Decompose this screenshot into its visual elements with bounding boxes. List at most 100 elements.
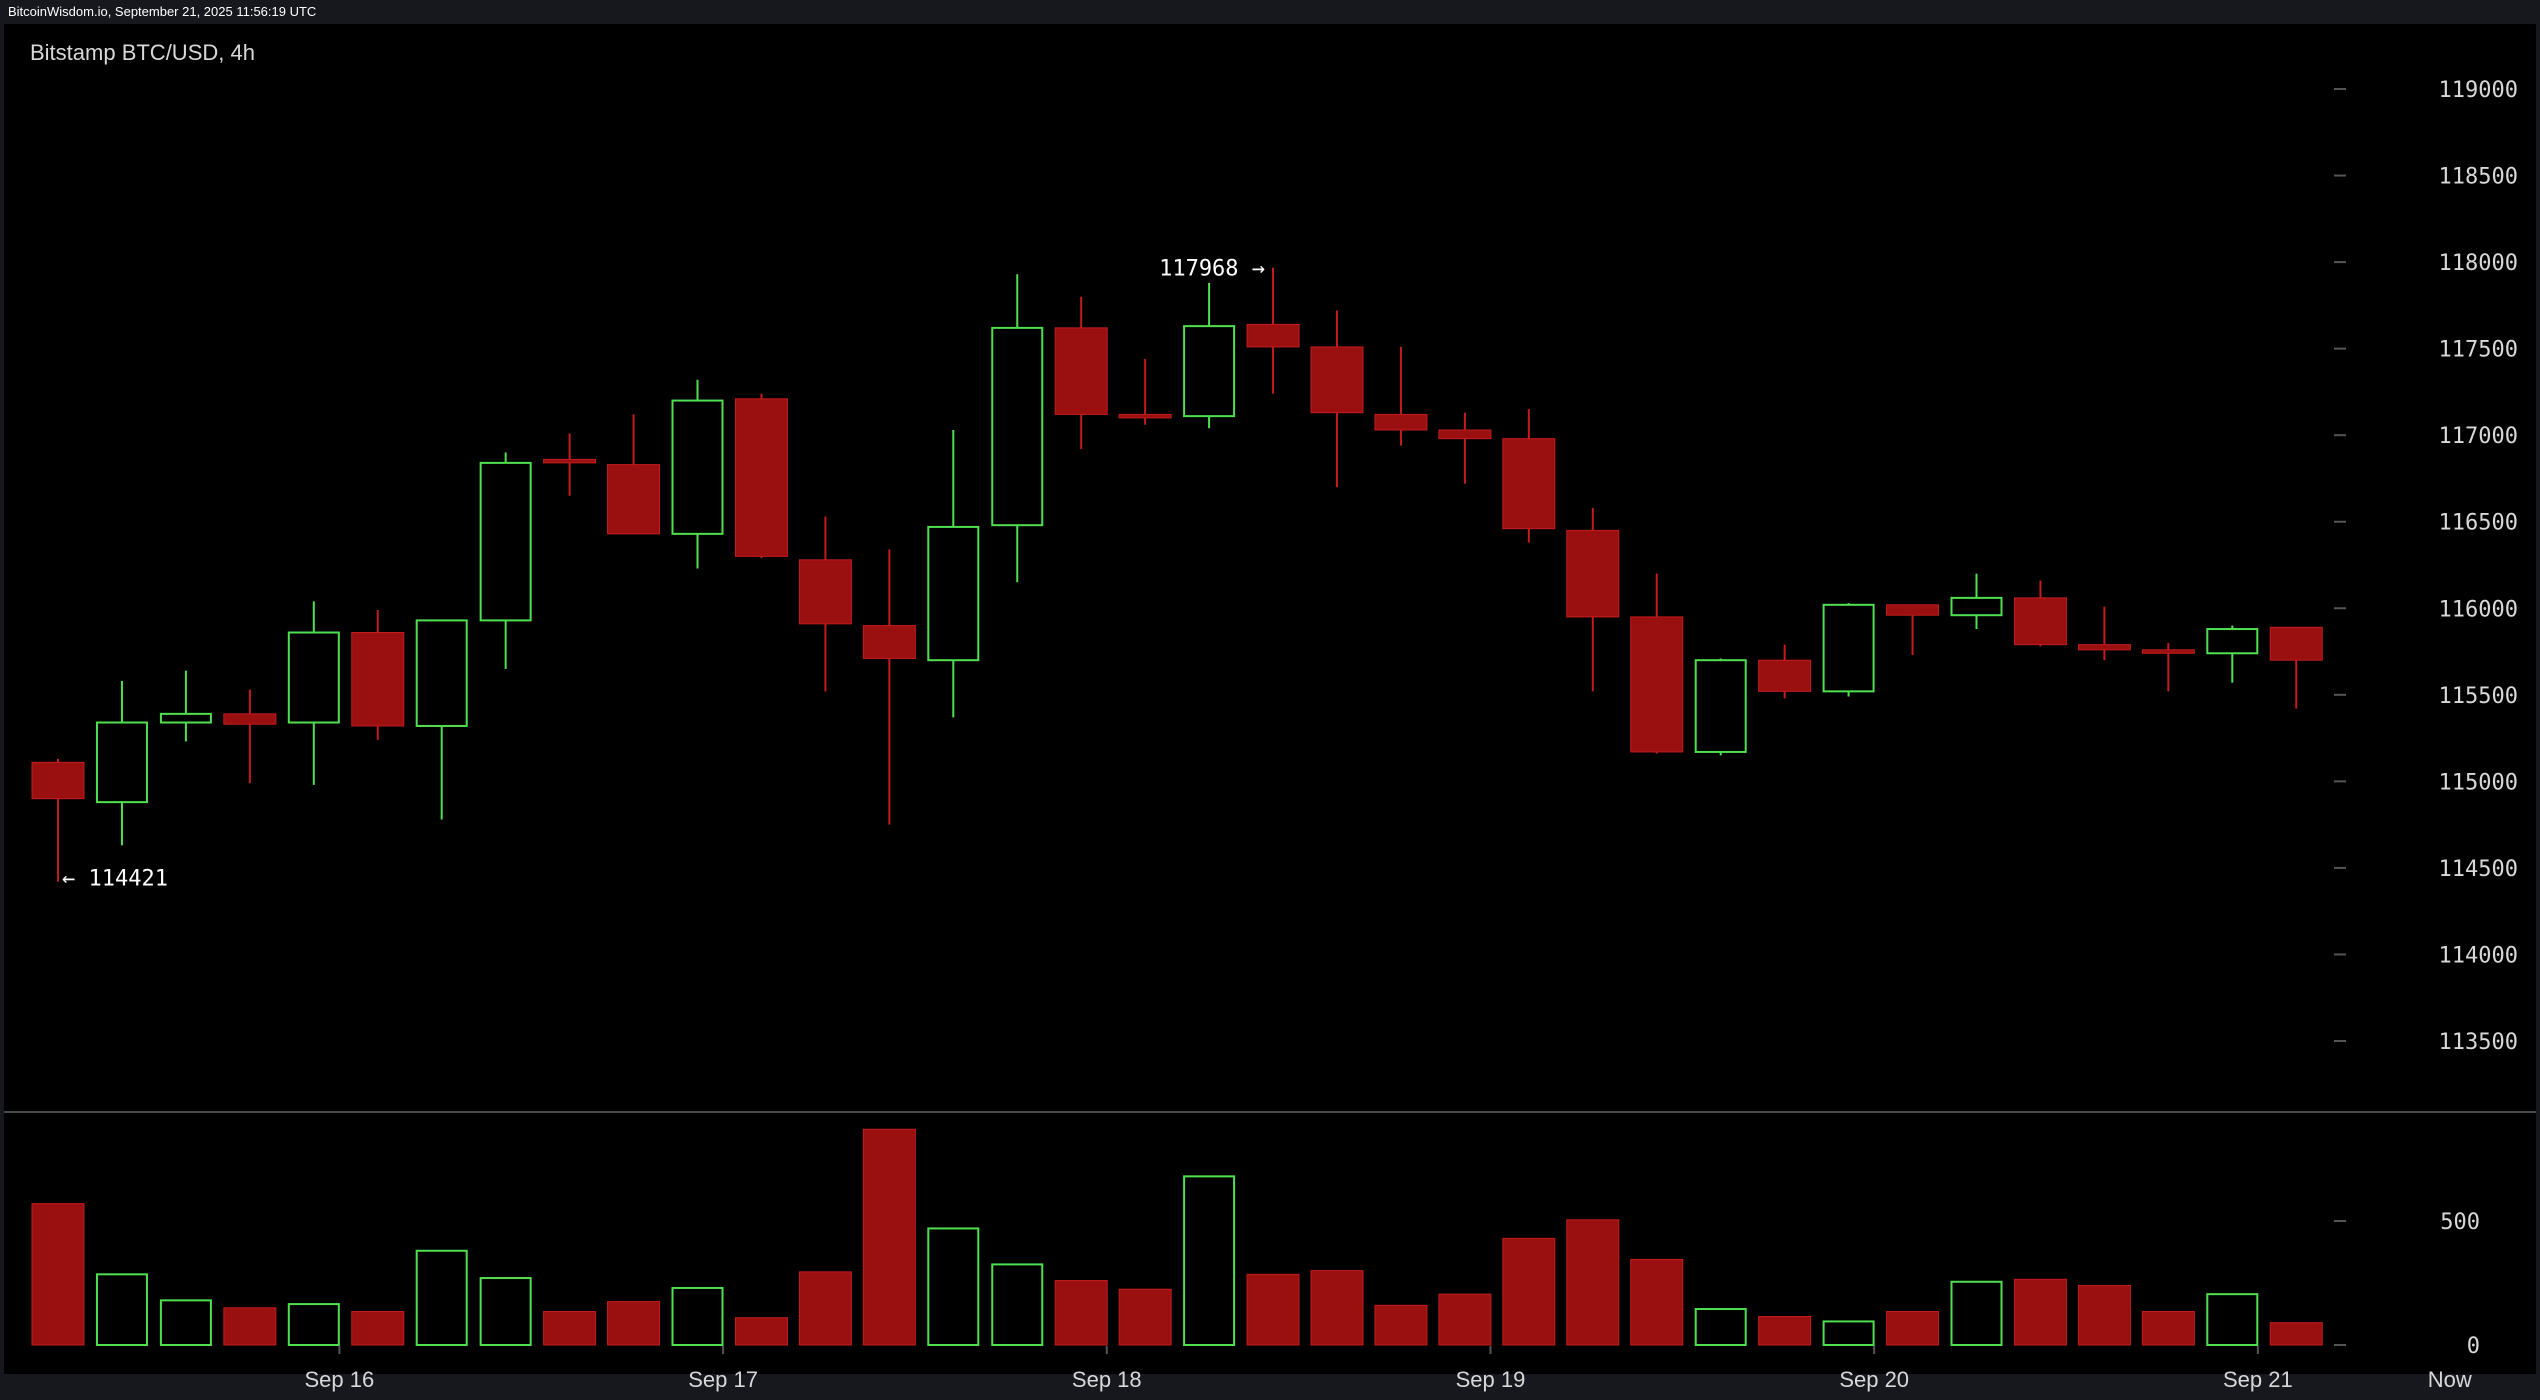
price-tick-label: 119000 — [2439, 78, 2518, 103]
volume-bar — [1374, 1304, 1428, 1346]
price-tick-label: 117500 — [2439, 338, 2518, 363]
volume-bar — [607, 1301, 661, 1346]
volume-bar — [1694, 1308, 1747, 1347]
volume-bar — [2206, 1293, 2259, 1347]
time-tick-label: Sep 16 — [305, 1367, 375, 1392]
volume-tick-label: 500 — [2440, 1210, 2480, 1235]
candle-body — [2013, 597, 2067, 646]
candles — [31, 267, 2323, 882]
volume-bar — [1566, 1219, 1620, 1346]
volume-bar — [95, 1273, 148, 1346]
candle-body — [287, 631, 340, 724]
price-tick-label: 115000 — [2439, 770, 2518, 795]
candle-body — [862, 625, 916, 659]
candle-body — [927, 525, 980, 662]
candle-body — [1886, 604, 1940, 616]
volume-bar — [734, 1317, 788, 1346]
volume-bar — [1118, 1288, 1172, 1346]
annotations: ← 114421 117968 → — [62, 257, 1265, 892]
candle-body — [991, 326, 1044, 527]
price-tick-label: 115500 — [2439, 684, 2518, 709]
candle-body — [1950, 596, 2003, 617]
volume-axis: 0 500 — [2334, 1210, 2480, 1359]
volume-bar — [862, 1128, 916, 1346]
candle-body — [1822, 603, 1875, 693]
volume-bar — [1183, 1175, 1236, 1346]
price-axis: 113500 114000 114500 115000 115500 116000 1165… — [2334, 78, 2518, 1055]
time-axis: Sep 16 Sep 17 Sep 18 Sep 19 Sep 20 Sep 21 Now — [305, 1346, 2472, 1392]
volume-bar — [223, 1307, 277, 1346]
price-tick-label: 116500 — [2439, 511, 2518, 536]
candle-body — [1758, 659, 1812, 692]
volume-bar — [415, 1249, 468, 1347]
candle-body — [1246, 323, 1300, 348]
volume-bar — [991, 1263, 1044, 1347]
candle-body — [479, 461, 532, 622]
candle-body — [2077, 644, 2131, 651]
time-tick-label: Sep 17 — [688, 1367, 758, 1392]
source-timestamp: BitcoinWisdom.io, September 21, 2025 11:… — [8, 4, 317, 19]
volume-bar — [1054, 1280, 1108, 1346]
volume-bar — [1310, 1270, 1364, 1346]
time-tick-label: Sep 21 — [2223, 1367, 2293, 1392]
candle-body — [223, 713, 277, 725]
volume-bar — [2013, 1278, 2067, 1346]
time-tick-label: Sep 18 — [1072, 1367, 1142, 1392]
chart-title: Bitstamp BTC/USD, 4h — [30, 40, 255, 65]
candle-body — [2206, 628, 2259, 655]
price-tick-label: 118000 — [2439, 251, 2518, 276]
volume-bar — [2141, 1311, 2195, 1346]
candle-body — [798, 559, 852, 625]
candle-body — [607, 464, 661, 535]
candle-body — [1310, 346, 1364, 414]
candle-body — [734, 398, 788, 557]
candle-body — [1438, 429, 1492, 440]
volume-bar — [1950, 1280, 2003, 1347]
volume-bars — [31, 1128, 2323, 1347]
candle-body — [415, 619, 468, 727]
top-bar: BitcoinWisdom.io, September 21, 2025 11:… — [0, 0, 2540, 24]
volume-bar — [1246, 1273, 1300, 1346]
volume-bar — [31, 1203, 85, 1346]
candle-body — [1566, 529, 1620, 618]
volume-bar — [1822, 1320, 1875, 1346]
volume-bar — [287, 1303, 340, 1346]
candle-body — [671, 399, 724, 535]
volume-bar — [1886, 1311, 1940, 1346]
time-tick-label: Now — [2428, 1367, 2472, 1392]
extreme-price-annotation: 117968 → — [1159, 257, 1265, 282]
volume-bar — [798, 1271, 852, 1346]
price-tick-label: 118500 — [2439, 165, 2518, 190]
candle-body — [2269, 626, 2323, 661]
candle-body — [1374, 413, 1428, 431]
price-tick-label: 114000 — [2439, 943, 2518, 968]
candle-body — [351, 632, 405, 727]
volume-bar — [351, 1311, 405, 1346]
volume-bar — [1502, 1237, 1556, 1346]
volume-bar — [2077, 1284, 2131, 1346]
price-tick-label: 113500 — [2439, 1030, 2518, 1055]
candle-body — [1502, 438, 1556, 530]
volume-bar — [479, 1277, 532, 1347]
candle-body — [95, 721, 148, 804]
candle-body — [1630, 616, 1684, 753]
price-tick-label: 117000 — [2439, 424, 2518, 449]
candle-body — [1694, 659, 1747, 753]
extreme-price-annotation: ← 114421 — [62, 867, 168, 892]
candle-body — [2141, 649, 2195, 654]
volume-bar — [1758, 1315, 1812, 1346]
price-tick-label: 116000 — [2439, 597, 2518, 622]
candle-body — [31, 761, 85, 800]
volume-tick-label: 0 — [2467, 1334, 2480, 1359]
candle-body — [1054, 327, 1108, 415]
btc-usd-chart[interactable]: Bitstamp BTC/USD, 4h 1135001140001145001… — [0, 24, 2540, 1400]
price-tick-label: 114500 — [2439, 857, 2518, 882]
time-tick-label: Sep 20 — [1839, 1367, 1909, 1392]
candle-body — [1118, 413, 1172, 419]
candle-body — [543, 458, 597, 464]
candle-body — [159, 712, 212, 724]
volume-bar — [2269, 1322, 2323, 1346]
volume-bar — [927, 1227, 980, 1346]
volume-bar — [1630, 1258, 1684, 1346]
volume-bar — [159, 1299, 212, 1346]
